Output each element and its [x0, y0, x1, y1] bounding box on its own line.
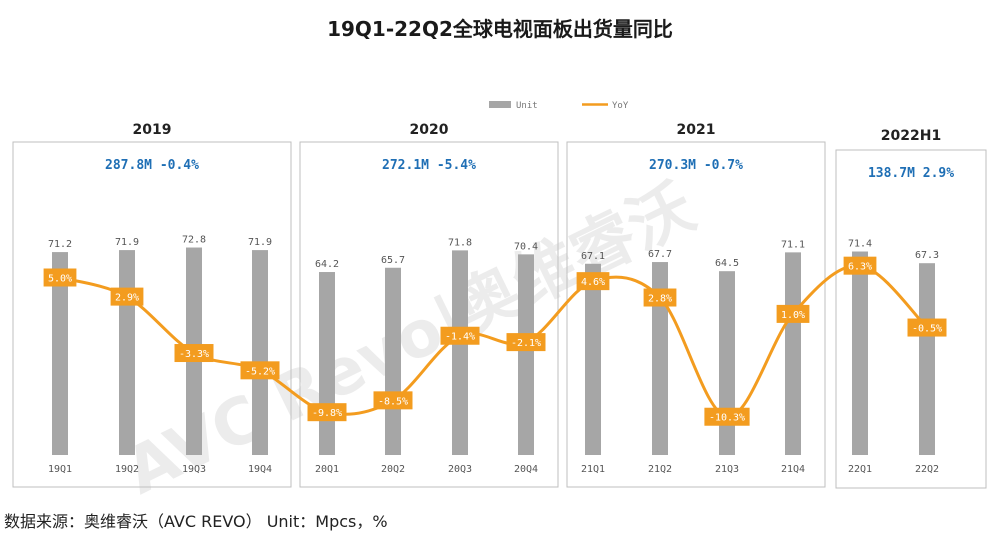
bar-20Q3	[452, 250, 468, 455]
group-label-2019: 2019	[133, 122, 172, 138]
yoy-point-20Q2	[373, 391, 413, 410]
yoy-point-20Q3	[440, 326, 480, 345]
yoy-point-19Q2	[110, 287, 144, 306]
group-summary-2019: 287.8M -0.4%	[105, 158, 199, 173]
watermark: AVC Revo|奥维睿沃	[115, 170, 706, 509]
yoy-point-20Q4	[506, 333, 546, 352]
bar-value-label-19Q2: 71.9	[115, 237, 139, 248]
bar-value-label-19Q3: 72.8	[182, 235, 206, 246]
bar-21Q3	[719, 271, 735, 455]
group-frame-2022H1	[835, 149, 987, 489]
legend-label-unit: Unit	[516, 101, 538, 111]
bar-19Q1	[52, 252, 68, 455]
group-summary-2020: 272.1M -5.4%	[382, 158, 476, 173]
source-note: 数据来源：奥维睿沃（AVC REVO） Unit：Mpcs，%	[4, 512, 388, 531]
yoy-value-label-19Q3: -3.3%	[179, 349, 209, 360]
yoy-value-label-20Q2: -8.5%	[378, 396, 408, 407]
group-label-2022H1: 2022H1	[881, 128, 941, 144]
x-tick-label-19Q2: 19Q2	[115, 464, 139, 475]
bar-value-label-20Q3: 71.8	[448, 237, 472, 248]
yoy-point-21Q4	[776, 304, 810, 323]
bar-value-label-19Q4: 71.9	[248, 237, 272, 248]
yoy-point-22Q2	[907, 318, 947, 337]
bar-value-label-21Q2: 67.7	[648, 249, 672, 260]
yoy-value-label-19Q2: 2.9%	[115, 293, 139, 304]
yoy-value-label-22Q2: -0.5%	[912, 324, 942, 335]
yoy-point-22Q1	[843, 256, 877, 275]
yoy-point-19Q3	[174, 344, 214, 363]
yoy-value-label-21Q4: 1.0%	[781, 310, 805, 321]
group-label-2021: 2021	[677, 122, 716, 138]
yoy-value-label-20Q3: -1.4%	[445, 332, 475, 343]
x-tick-label-21Q1: 21Q1	[581, 464, 605, 475]
yoy-point-21Q1	[576, 272, 610, 291]
legend: Unit YoY	[489, 101, 629, 111]
bar-value-label-20Q2: 65.7	[381, 255, 405, 266]
legend-label-yoy: YoY	[612, 101, 629, 111]
bar-value-label-21Q1: 67.1	[581, 251, 605, 262]
yoy-value-label-22Q1: 6.3%	[848, 262, 872, 273]
yoy-point-21Q3	[704, 407, 750, 426]
x-tick-label-21Q2: 21Q2	[648, 464, 672, 475]
yoy-point-19Q4	[240, 361, 280, 380]
group-summary-2022H1: 138.7M 2.9%	[868, 166, 954, 181]
legend-swatch-unit	[489, 101, 511, 108]
yoy-value-label-20Q4: -2.1%	[511, 338, 541, 349]
group-frame-2019	[12, 141, 292, 488]
yoy-value-label-19Q4: -5.2%	[245, 366, 275, 377]
x-tick-label-20Q4: 20Q4	[514, 464, 538, 475]
bar-value-label-20Q1: 64.2	[315, 259, 339, 270]
x-tick-label-20Q1: 20Q1	[315, 464, 339, 475]
yoy-point-20Q1	[307, 403, 347, 422]
bar-22Q2	[919, 263, 935, 455]
chart-title: 19Q1-22Q2全球电视面板出货量同比	[327, 17, 673, 41]
yoy-value-label-19Q1: 5.0%	[48, 274, 72, 285]
bar-value-label-22Q1: 71.4	[848, 239, 872, 250]
x-axis: 19Q1 19Q2 19Q3 19Q4 20Q1 20Q2 20Q3 20Q4 21Q1 21Q2…	[48, 464, 939, 475]
yoy-line: 5.0% 2.9% -3.3% -5.2% -9.8% -8.5% -1.4% -2.1% 4.…	[43, 256, 947, 426]
bar-22Q1	[852, 251, 868, 455]
yoy-value-label-21Q3: -10.3%	[709, 413, 745, 424]
x-tick-label-19Q4: 19Q4	[248, 464, 272, 475]
bar-19Q2	[119, 250, 135, 455]
yoy-value-label-21Q1: 4.6%	[581, 277, 605, 288]
bar-value-label-21Q4: 71.1	[781, 239, 805, 250]
bar-value-label-19Q1: 71.2	[48, 239, 72, 250]
bar-value-label-22Q2: 67.3	[915, 250, 939, 261]
x-tick-label-21Q3: 21Q3	[715, 464, 739, 475]
bar-20Q1	[319, 272, 335, 455]
bar-20Q4	[518, 254, 534, 455]
x-tick-label-22Q1: 22Q1	[848, 464, 872, 475]
group-frames: 2019 287.8M -0.4% 2020 272.1M -5.4% 2021 270.…	[12, 122, 987, 489]
bar-21Q4	[785, 252, 801, 455]
x-tick-label-19Q1: 19Q1	[48, 464, 72, 475]
yoy-point-21Q2	[643, 288, 677, 307]
bar-value-label-20Q4: 70.4	[514, 241, 538, 252]
x-tick-label-20Q2: 20Q2	[381, 464, 405, 475]
x-tick-label-20Q3: 20Q3	[448, 464, 472, 475]
yoy-value-label-20Q1: -9.8%	[312, 408, 342, 419]
x-tick-label-19Q3: 19Q3	[182, 464, 206, 475]
x-tick-label-21Q4: 21Q4	[781, 464, 805, 475]
bar-19Q4	[252, 250, 268, 455]
group-summary-2021: 270.3M -0.7%	[649, 158, 743, 173]
bar-20Q2	[385, 267, 401, 455]
group-frame-2021	[566, 141, 826, 488]
group-label-2020: 2020	[410, 122, 449, 138]
bar-value-label-21Q3: 64.5	[715, 258, 739, 269]
yoy-value-label-21Q2: 2.8%	[648, 294, 672, 305]
yoy-point-19Q1	[43, 268, 77, 287]
x-tick-label-22Q2: 22Q2	[915, 464, 939, 475]
bar-21Q2	[652, 262, 668, 455]
bar-21Q1	[585, 263, 601, 455]
